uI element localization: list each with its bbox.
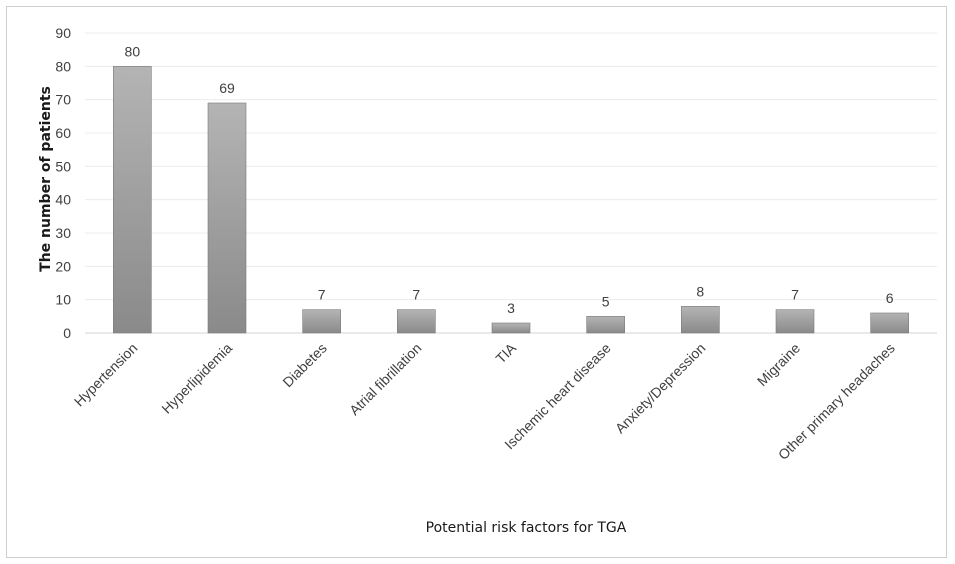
data-label: 69 — [219, 80, 235, 96]
y-tick-label: 10 — [55, 292, 71, 308]
y-tick-label: 40 — [55, 192, 71, 208]
data-label: 7 — [791, 287, 799, 303]
data-label: 7 — [412, 287, 420, 303]
data-labels: 80 69 7 7 3 5 8 7 6 — [125, 43, 894, 316]
chart-frame: 0 10 20 30 40 50 60 70 80 90 80 69 7 7 3 5 8 7 6 Hyperten… — [6, 6, 947, 558]
bar — [113, 66, 152, 334]
y-tick-label: 60 — [55, 125, 71, 141]
data-label: 3 — [507, 300, 515, 316]
x-tick-label: Diabetes — [279, 340, 329, 390]
x-tick-label: Hyperlipidemia — [158, 340, 235, 417]
y-axis-ticks: 0 10 20 30 40 50 60 70 80 90 — [55, 25, 71, 341]
y-tick-label: 70 — [55, 92, 71, 108]
x-tick-label: Anxiety/Depression — [612, 340, 709, 437]
x-axis-title: Potential risk factors for TGA — [426, 520, 627, 536]
bar — [870, 312, 909, 334]
bar — [397, 309, 436, 334]
x-tick-label: Migraine — [754, 340, 803, 389]
bar — [586, 316, 625, 334]
y-tick-label: 0 — [63, 325, 71, 341]
y-axis-title: The number of patients — [38, 86, 54, 272]
bar-chart: 0 10 20 30 40 50 60 70 80 90 80 69 7 7 3 5 8 7 6 Hyperten… — [38, 25, 937, 536]
bar — [491, 322, 531, 334]
data-label: 80 — [125, 43, 141, 59]
y-tick-label: 30 — [55, 225, 71, 241]
data-label: 8 — [696, 283, 704, 299]
data-label: 5 — [602, 293, 610, 309]
bar — [775, 309, 815, 334]
x-tick-label: TIA — [492, 339, 519, 366]
data-label: 6 — [886, 290, 894, 306]
x-tick-label: Ischemic heart disease — [501, 340, 614, 453]
bar — [207, 102, 247, 334]
y-tick-label: 20 — [55, 258, 71, 274]
category-labels: Hypertension Hyperlipidemia Diabetes Atrial… — [71, 339, 898, 462]
y-tick-label: 80 — [55, 58, 71, 74]
bar — [681, 306, 720, 334]
x-tick-label: Atrial fibrillation — [346, 340, 424, 418]
bars — [113, 66, 909, 334]
data-label: 7 — [318, 287, 326, 303]
x-tick-label: Hypertension — [71, 340, 141, 410]
y-tick-label: 90 — [55, 25, 71, 41]
y-tick-label: 50 — [55, 158, 71, 174]
bar — [302, 309, 341, 334]
